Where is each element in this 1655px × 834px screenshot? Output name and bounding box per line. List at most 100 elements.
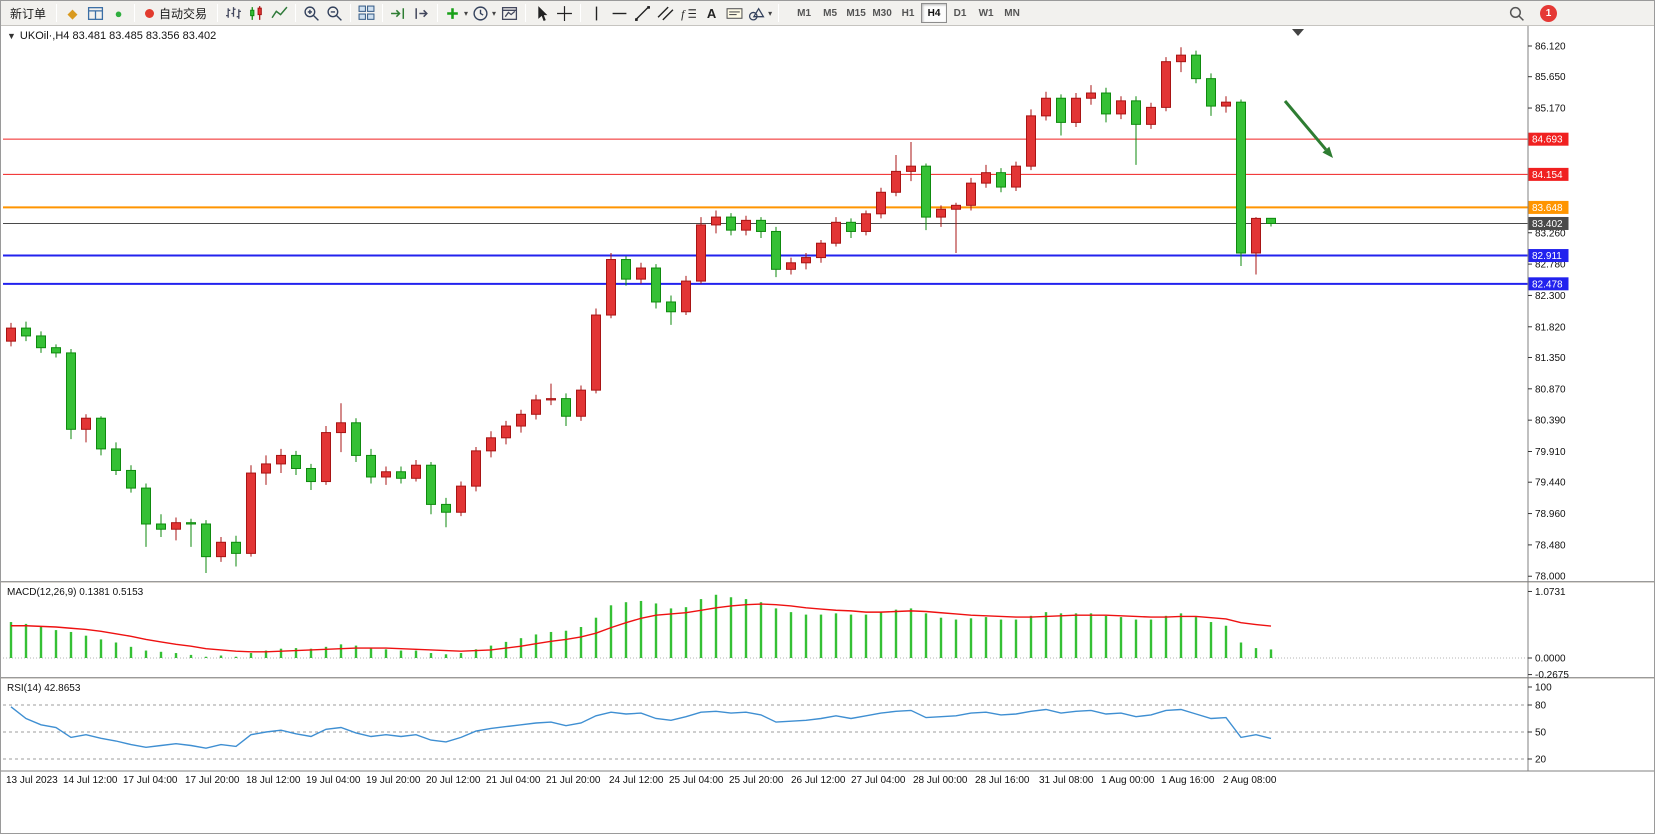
candle: [321, 426, 331, 485]
gold-coin-icon[interactable]: ◆: [61, 3, 84, 24]
vertical-line-icon[interactable]: [585, 3, 608, 24]
timeframe-button-mn[interactable]: MN: [1004, 7, 1020, 19]
svg-text:81.820: 81.820: [1535, 322, 1566, 333]
candle: [786, 257, 796, 275]
periods-icon[interactable]: ▾: [470, 3, 498, 24]
equidistant-channel-icon[interactable]: [654, 3, 677, 24]
timeframe-button-m15[interactable]: M15: [846, 7, 866, 19]
svg-text:85.170: 85.170: [1535, 104, 1566, 115]
trendline-icon[interactable]: [631, 3, 654, 24]
price-chart-canvas[interactable]: 86.120 85.650 85.170 83.260 82.780 82.300 81.8…: [1, 26, 1655, 834]
quick-trade-arrow-icon[interactable]: ▼: [7, 31, 16, 41]
chart-window[interactable]: 86.120 85.650 85.170 83.260 82.780 82.300 81.8…: [1, 26, 1655, 834]
bar-chart-icon[interactable]: [222, 3, 245, 24]
svg-text:19 Jul 04:00: 19 Jul 04:00: [306, 775, 361, 786]
mql5-community-icon[interactable]: ●: [107, 3, 130, 24]
candle: [126, 465, 136, 493]
candle: [966, 177, 976, 211]
svg-text:31 Jul 08:00: 31 Jul 08:00: [1039, 775, 1094, 786]
candle: [1056, 94, 1066, 136]
svg-text:-0.2675: -0.2675: [1535, 670, 1569, 681]
timeframe-button-d1[interactable]: D1: [953, 7, 967, 19]
candle: [981, 164, 991, 188]
candle: [516, 409, 526, 433]
text-label-icon[interactable]: [723, 3, 746, 24]
candle: [426, 461, 436, 515]
shapes-icon-dropdown-caret[interactable]: ▾: [768, 8, 773, 18]
svg-text:81.350: 81.350: [1535, 353, 1566, 364]
candle: [1146, 102, 1156, 129]
auto-trading-button-icon: [145, 8, 155, 18]
text-tool-icon[interactable]: A: [700, 3, 723, 24]
line-chart-icon[interactable]: [268, 3, 291, 24]
candle: [921, 163, 931, 231]
timeframe-button-m30[interactable]: M30: [872, 7, 892, 19]
svg-text:27 Jul 04:00: 27 Jul 04:00: [851, 775, 906, 786]
candle: [831, 217, 841, 247]
candle: [861, 210, 871, 236]
zoom-out-icon[interactable]: [323, 3, 346, 24]
svg-text:25 Jul 20:00: 25 Jul 20:00: [729, 775, 784, 786]
time-axis[interactable]: 13 Jul 2023 14 Jul 12:00 17 Jul 04:00 17 Ju…: [6, 775, 1277, 786]
periods-icon-dropdown-caret[interactable]: ▾: [492, 8, 497, 18]
auto-scroll-icon[interactable]: [387, 3, 410, 24]
candle: [771, 226, 781, 278]
candle: [96, 416, 106, 456]
tile-windows-icon[interactable]: [355, 3, 378, 24]
candle: [441, 497, 451, 528]
candle: [711, 210, 721, 234]
auto-trading-button-label: 自动交易: [159, 6, 208, 21]
candle: [81, 414, 91, 443]
trend-arrow-annotation[interactable]: [1283, 100, 1333, 158]
candle: [621, 256, 631, 286]
shapes-icon[interactable]: ▾: [746, 3, 774, 24]
price-tag-84.154: [1528, 167, 1569, 181]
new-order-button[interactable]: 新订单: [4, 3, 52, 24]
notifications-badge[interactable]: 1: [1540, 4, 1557, 22]
candlestick-chart-icon[interactable]: [245, 3, 268, 24]
candle: [201, 520, 211, 573]
search-icon[interactable]: [1505, 3, 1528, 24]
price-axis[interactable]: 86.120 85.650 85.170 83.260 82.780 82.300 81.8…: [1528, 42, 1566, 583]
auto-trading-button[interactable]: 自动交易: [139, 3, 213, 24]
timeframe-button-h4[interactable]: H4: [921, 3, 948, 23]
zoom-in-icon[interactable]: [300, 3, 323, 24]
candle: [996, 168, 1006, 193]
svg-text:79.910: 79.910: [1535, 447, 1566, 458]
chart-properties-icon[interactable]: [498, 3, 521, 24]
timeframe-button-m5[interactable]: M5: [823, 7, 838, 19]
indicators-add-icon[interactable]: ▾: [442, 3, 470, 24]
toolbar-separator: [437, 4, 439, 22]
svg-text:84.693: 84.693: [1532, 135, 1563, 146]
symbol-ohlc-text: UKOil·,H4 83.481 83.485 83.356 83.402: [19, 30, 217, 42]
candle: [666, 295, 676, 325]
indicators-add-icon-dropdown-caret[interactable]: ▾: [464, 8, 469, 18]
crosshair-icon[interactable]: [553, 3, 576, 24]
candle: [816, 239, 826, 263]
svg-text:80.390: 80.390: [1535, 416, 1566, 427]
svg-text:82.478: 82.478: [1532, 279, 1563, 290]
gold-coin-icon-glyph: ◆: [67, 5, 78, 21]
horizontal-level-lines[interactable]: [3, 138, 1528, 285]
svg-text:82.780: 82.780: [1535, 260, 1566, 271]
panel-separator[interactable]: [1, 581, 1655, 584]
svg-text:80.870: 80.870: [1535, 384, 1566, 395]
candle: [486, 431, 496, 458]
timeframe-button-m1[interactable]: M1: [797, 7, 812, 19]
svg-text:86.120: 86.120: [1535, 42, 1566, 53]
timeframe-button-h1[interactable]: H1: [901, 7, 915, 19]
horizontal-line-icon[interactable]: [608, 3, 631, 24]
charts-window-icon[interactable]: [84, 3, 107, 24]
mql5-community-icon-glyph: ●: [114, 5, 123, 21]
candle: [876, 187, 886, 219]
chart-shift-icon[interactable]: [410, 3, 433, 24]
cursor-icon[interactable]: [530, 3, 553, 24]
candle: [936, 205, 946, 227]
toolbar-separator: [778, 4, 780, 22]
fibonacci-icon[interactable]: [677, 3, 700, 24]
candle: [1101, 87, 1111, 123]
panel-separator[interactable]: [1, 677, 1655, 680]
timeframe-button-w1[interactable]: W1: [978, 7, 994, 19]
svg-text:80: 80: [1535, 701, 1547, 712]
candle: [846, 218, 856, 238]
